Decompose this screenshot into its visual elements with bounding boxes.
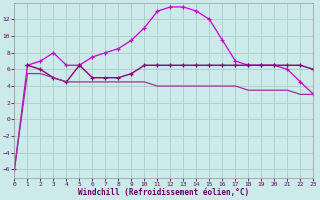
X-axis label: Windchill (Refroidissement éolien,°C): Windchill (Refroidissement éolien,°C) xyxy=(78,188,250,197)
